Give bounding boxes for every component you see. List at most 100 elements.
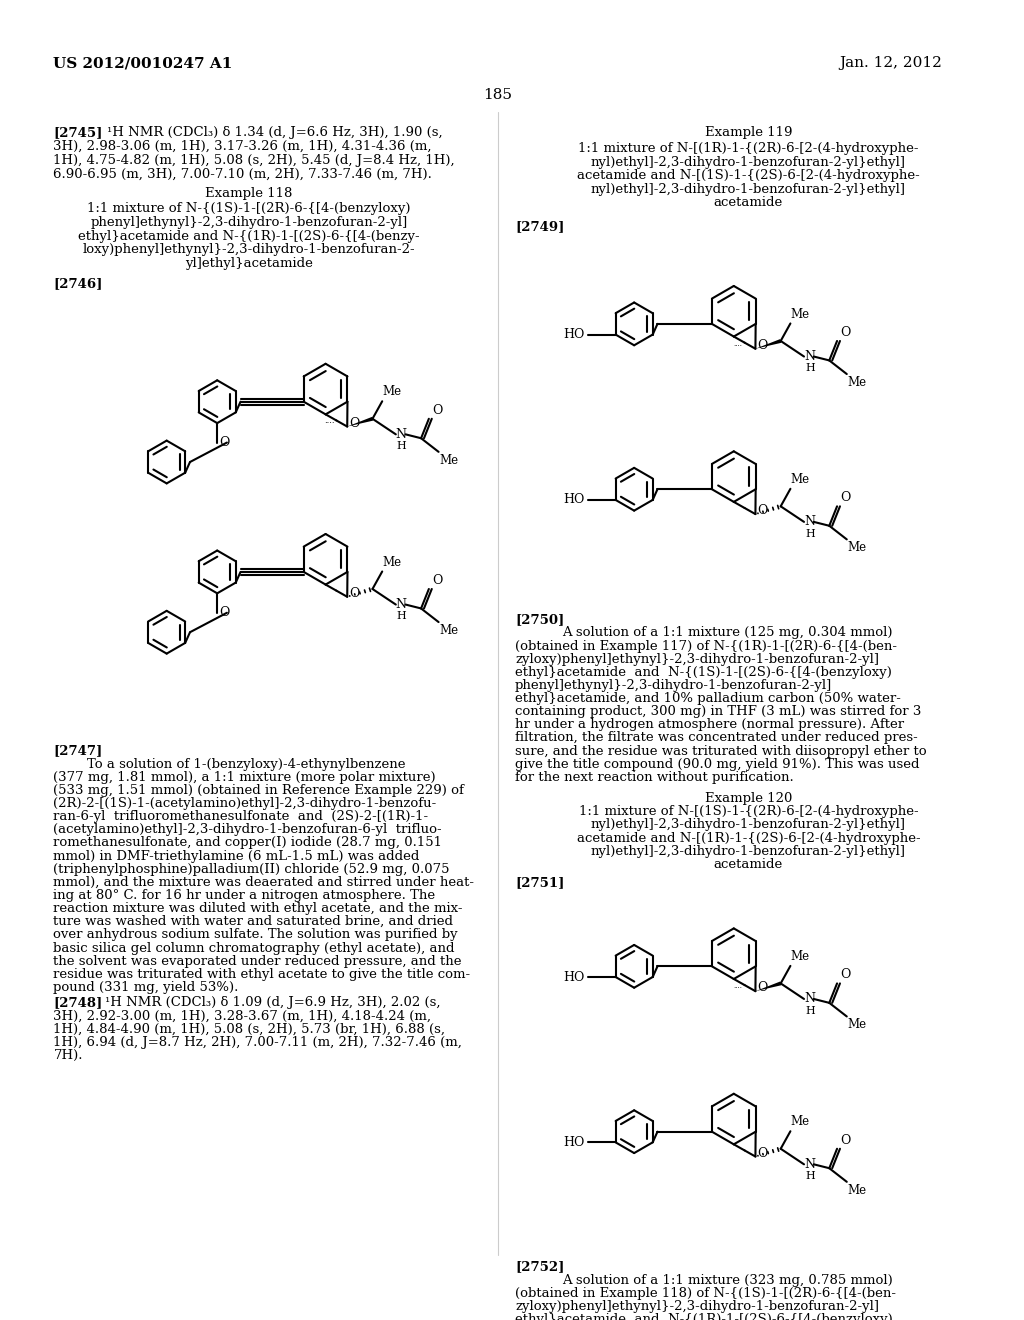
Text: HO: HO <box>563 329 585 341</box>
Text: H: H <box>805 528 815 539</box>
Text: acetamide: acetamide <box>714 858 783 871</box>
Text: ¹H NMR (CDCl₃) δ 1.34 (d, J=6.6 Hz, 3H), 1.90 (s,: ¹H NMR (CDCl₃) δ 1.34 (d, J=6.6 Hz, 3H),… <box>106 127 442 140</box>
Text: ethyl}acetamide, and 10% palladium carbon (50% water-: ethyl}acetamide, and 10% palladium carbo… <box>515 692 901 705</box>
Polygon shape <box>756 339 781 348</box>
Text: O: O <box>757 1147 768 1160</box>
Text: 1H), 4.84-4.90 (m, 1H), 5.08 (s, 2H), 5.73 (br, 1H), 6.88 (s,: 1H), 4.84-4.90 (m, 1H), 5.08 (s, 2H), 5.… <box>53 1023 445 1036</box>
Text: over anhydrous sodium sulfate. The solution was purified by: over anhydrous sodium sulfate. The solut… <box>53 928 458 941</box>
Text: loxy)phenyl]ethynyl}-2,3-dihydro-1-benzofuran-2-: loxy)phenyl]ethynyl}-2,3-dihydro-1-benzo… <box>83 243 415 256</box>
Text: Me: Me <box>791 1115 810 1129</box>
Text: 1:1 mixture of N-{(1S)-1-[(2R)-6-{[4-(benzyloxy): 1:1 mixture of N-{(1S)-1-[(2R)-6-{[4-(be… <box>87 202 411 215</box>
Text: O: O <box>349 417 359 430</box>
Text: [2749]: [2749] <box>515 220 564 232</box>
Text: 1H), 6.94 (d, J=8.7 Hz, 2H), 7.00-7.11 (m, 2H), 7.32-7.46 (m,: 1H), 6.94 (d, J=8.7 Hz, 2H), 7.00-7.11 (… <box>53 1036 462 1049</box>
Text: (acetylamino)ethyl]-2,3-dihydro-1-benzofuran-6-yl  trifluo-: (acetylamino)ethyl]-2,3-dihydro-1-benzof… <box>53 824 442 837</box>
Text: [2747]: [2747] <box>53 744 102 758</box>
Text: nyl)ethyl]-2,3-dihydro-1-benzofuran-2-yl}ethyl]: nyl)ethyl]-2,3-dihydro-1-benzofuran-2-yl… <box>591 156 906 169</box>
Text: (obtained in Example 118) of N-{(1S)-1-[(2R)-6-{[4-(ben-: (obtained in Example 118) of N-{(1S)-1-[… <box>515 1287 896 1300</box>
Text: 6.90-6.95 (m, 3H), 7.00-7.10 (m, 2H), 7.33-7.46 (m, 7H).: 6.90-6.95 (m, 3H), 7.00-7.10 (m, 2H), 7.… <box>53 168 432 181</box>
Text: A solution of a 1:1 mixture (323 mg, 0.785 mmol): A solution of a 1:1 mixture (323 mg, 0.7… <box>562 1274 893 1287</box>
Text: nyl)ethyl]-2,3-dihydro-1-benzofuran-2-yl}ethyl]: nyl)ethyl]-2,3-dihydro-1-benzofuran-2-yl… <box>591 183 906 195</box>
Text: [2746]: [2746] <box>53 277 102 290</box>
Text: H: H <box>805 363 815 374</box>
Text: O: O <box>840 326 850 339</box>
Text: HO: HO <box>563 494 585 507</box>
Text: [2745]: [2745] <box>53 127 102 140</box>
Text: acetamide: acetamide <box>714 197 783 210</box>
Text: N: N <box>804 350 815 363</box>
Text: O: O <box>432 404 442 417</box>
Text: ....: .... <box>733 339 742 347</box>
Text: N: N <box>396 598 407 611</box>
Polygon shape <box>347 417 373 426</box>
Text: Example 119: Example 119 <box>705 127 793 140</box>
Text: A solution of a 1:1 mixture (125 mg, 0.304 mmol): A solution of a 1:1 mixture (125 mg, 0.3… <box>562 627 892 639</box>
Text: N: N <box>804 515 815 528</box>
Text: 185: 185 <box>483 87 512 102</box>
Text: 3H), 2.98-3.06 (m, 1H), 3.17-3.26 (m, 1H), 4.31-4.36 (m,: 3H), 2.98-3.06 (m, 1H), 3.17-3.26 (m, 1H… <box>53 140 432 153</box>
Text: Me: Me <box>382 556 401 569</box>
Text: mmol), and the mixture was deaerated and stirred under heat-: mmol), and the mixture was deaerated and… <box>53 876 474 888</box>
Text: O: O <box>757 982 768 994</box>
Text: for the next reaction without purification.: for the next reaction without purificati… <box>515 771 794 784</box>
Text: Me: Me <box>848 1019 867 1031</box>
Text: ethyl}acetamide  and  N-{(1S)-1-[(2S)-6-{[4-(benzyloxy): ethyl}acetamide and N-{(1S)-1-[(2S)-6-{[… <box>515 665 892 678</box>
Text: O: O <box>840 1134 850 1147</box>
Text: H: H <box>805 1171 815 1181</box>
Text: 1:1 mixture of N-[(1S)-1-{(2R)-6-[2-(4-hydroxyphe-: 1:1 mixture of N-[(1S)-1-{(2R)-6-[2-(4-h… <box>579 805 919 818</box>
Text: hr under a hydrogen atmosphere (normal pressure). After: hr under a hydrogen atmosphere (normal p… <box>515 718 904 731</box>
Text: O: O <box>757 339 768 352</box>
Text: the solvent was evaporated under reduced pressure, and the: the solvent was evaporated under reduced… <box>53 954 462 968</box>
Text: give the title compound (90.0 mg, yield 91%). This was used: give the title compound (90.0 mg, yield … <box>515 758 920 771</box>
Text: (obtained in Example 117) of N-{(1R)-1-[(2R)-6-{[4-(ben-: (obtained in Example 117) of N-{(1R)-1-[… <box>515 639 897 652</box>
Text: Example 120: Example 120 <box>705 792 792 805</box>
Text: filtration, the filtrate was concentrated under reduced pres-: filtration, the filtrate was concentrate… <box>515 731 918 744</box>
Text: Jan. 12, 2012: Jan. 12, 2012 <box>839 57 942 70</box>
Text: US 2012/0010247 A1: US 2012/0010247 A1 <box>53 57 232 70</box>
Text: H: H <box>805 1006 815 1015</box>
Text: ture was washed with water and saturated brine, and dried: ture was washed with water and saturated… <box>53 915 454 928</box>
Text: zyloxy)phenyl]ethynyl}-2,3-dihydro-1-benzofuran-2-yl]: zyloxy)phenyl]ethynyl}-2,3-dihydro-1-ben… <box>515 1300 880 1313</box>
Text: (377 mg, 1.81 mmol), a 1:1 mixture (more polar mixture): (377 mg, 1.81 mmol), a 1:1 mixture (more… <box>53 771 436 784</box>
Text: Me: Me <box>439 454 459 467</box>
Text: Me: Me <box>848 376 867 389</box>
Text: phenyl]ethynyl}-2,3-dihydro-1-benzofuran-2-yl]: phenyl]ethynyl}-2,3-dihydro-1-benzofuran… <box>90 216 408 228</box>
Text: O: O <box>840 491 850 504</box>
Text: To a solution of 1-(benzyloxy)-4-ethynylbenzene: To a solution of 1-(benzyloxy)-4-ethynyl… <box>87 758 406 771</box>
Text: [2751]: [2751] <box>515 876 564 888</box>
Text: Me: Me <box>791 308 810 321</box>
Text: N: N <box>804 1158 815 1171</box>
Text: reaction mixture was diluted with ethyl acetate, and the mix-: reaction mixture was diluted with ethyl … <box>53 902 463 915</box>
Text: 7H).: 7H). <box>53 1049 83 1063</box>
Text: 3H), 2.92-3.00 (m, 1H), 3.28-3.67 (m, 1H), 4.18-4.24 (m,: 3H), 2.92-3.00 (m, 1H), 3.28-3.67 (m, 1H… <box>53 1010 431 1023</box>
Text: O: O <box>757 504 768 517</box>
Text: O: O <box>219 436 229 449</box>
Text: acetamide and N-[(1R)-1-{(2S)-6-[2-(4-hydroxyphe-: acetamide and N-[(1R)-1-{(2S)-6-[2-(4-hy… <box>577 832 921 845</box>
Text: O: O <box>349 587 359 601</box>
Text: romethanesulfonate, and copper(I) iodide (28.7 mg, 0.151: romethanesulfonate, and copper(I) iodide… <box>53 837 442 850</box>
Text: zyloxy)phenyl]ethynyl}-2,3-dihydro-1-benzofuran-2-yl]: zyloxy)phenyl]ethynyl}-2,3-dihydro-1-ben… <box>515 652 880 665</box>
Text: Example 118: Example 118 <box>205 186 293 199</box>
Text: ....: .... <box>324 417 335 425</box>
Text: H: H <box>396 611 407 622</box>
Text: O: O <box>840 969 850 982</box>
Text: ethyl}acetamide and N-{(1R)-1-[(2S)-6-{[4-(benzy-: ethyl}acetamide and N-{(1R)-1-[(2S)-6-{[… <box>78 230 420 243</box>
Text: (533 mg, 1.51 mmol) (obtained in Reference Example 229) of: (533 mg, 1.51 mmol) (obtained in Referen… <box>53 784 464 797</box>
Text: mmol) in DMF-triethylamine (6 mL-1.5 mL) was added: mmol) in DMF-triethylamine (6 mL-1.5 mL)… <box>53 850 420 862</box>
Text: ran-6-yl  trifluoromethanesulfonate  and  (2S)-2-[(1R)-1-: ran-6-yl trifluoromethanesulfonate and (… <box>53 810 429 824</box>
Text: yl]ethyl}acetamide: yl]ethyl}acetamide <box>185 257 312 269</box>
Text: H: H <box>396 441 407 451</box>
Text: Me: Me <box>791 950 810 964</box>
Text: 1:1 mixture of N-[(1R)-1-{(2R)-6-[2-(4-hydroxyphe-: 1:1 mixture of N-[(1R)-1-{(2R)-6-[2-(4-h… <box>579 143 919 154</box>
Text: N: N <box>396 428 407 441</box>
Text: Me: Me <box>848 541 867 554</box>
Text: ....: .... <box>733 982 742 990</box>
Text: Me: Me <box>439 624 459 638</box>
Text: pound (331 mg, yield 53%).: pound (331 mg, yield 53%). <box>53 981 239 994</box>
Text: basic silica gel column chromatography (ethyl acetate), and: basic silica gel column chromatography (… <box>53 941 455 954</box>
Text: (triphenylphosphine)palladium(II) chloride (52.9 mg, 0.075: (triphenylphosphine)palladium(II) chlori… <box>53 863 450 875</box>
Polygon shape <box>756 982 781 991</box>
Text: [2748]: [2748] <box>53 997 102 1008</box>
Text: 1H), 4.75-4.82 (m, 1H), 5.08 (s, 2H), 5.45 (d, J=8.4 Hz, 1H),: 1H), 4.75-4.82 (m, 1H), 5.08 (s, 2H), 5.… <box>53 153 455 166</box>
Text: Me: Me <box>848 1184 867 1197</box>
